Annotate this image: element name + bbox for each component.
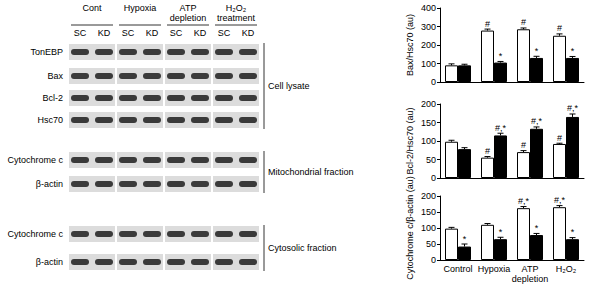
svg-text:#: # <box>485 146 490 156</box>
svg-text:KD: KD <box>98 28 111 38</box>
svg-text:*: * <box>571 227 575 237</box>
svg-text:50: 50 <box>426 155 436 165</box>
svg-text:0: 0 <box>431 255 436 265</box>
svg-text:Cell lysate: Cell lysate <box>268 81 310 91</box>
svg-text:#: # <box>485 19 490 29</box>
svg-text:Cytochrome c/β-actin (au): Cytochrome c/β-actin (au) <box>405 176 415 280</box>
svg-text:#: # <box>557 23 562 33</box>
svg-text:200: 200 <box>421 40 436 50</box>
svg-text:Control: Control <box>443 264 472 274</box>
svg-text:100: 100 <box>421 136 436 146</box>
svg-text:200: 200 <box>421 99 436 109</box>
svg-text:Hsc70: Hsc70 <box>37 115 63 125</box>
svg-text:TonEBP: TonEBP <box>30 47 63 57</box>
svg-text:SC: SC <box>170 28 183 38</box>
svg-text:Bcl-2/Hsc70 (au): Bcl-2/Hsc70 (au) <box>405 107 415 174</box>
svg-text:SC: SC <box>74 28 87 38</box>
svg-text:#: # <box>557 133 562 143</box>
svg-text:*: * <box>499 51 503 61</box>
svg-text:ATP: ATP <box>522 264 539 274</box>
svg-text:*: * <box>499 227 503 237</box>
svg-text:*: * <box>463 234 467 244</box>
svg-text:Mitochondrial fraction: Mitochondrial fraction <box>268 167 354 177</box>
svg-text:β-actin: β-actin <box>36 257 63 267</box>
svg-text:SC: SC <box>218 28 231 38</box>
svg-text:400: 400 <box>421 3 436 13</box>
svg-text:#: # <box>521 17 526 27</box>
svg-text:Hypoxia: Hypoxia <box>478 264 511 274</box>
svg-text:0: 0 <box>431 77 436 87</box>
svg-text:SC: SC <box>122 28 135 38</box>
svg-text:Cont: Cont <box>82 3 102 13</box>
svg-text:Hypoxia: Hypoxia <box>124 3 157 13</box>
svg-text:150: 150 <box>421 207 436 217</box>
svg-text:Cytosolic fraction: Cytosolic fraction <box>268 243 337 253</box>
svg-text:#,*: #,* <box>554 195 566 205</box>
svg-text:H₂O₂: H₂O₂ <box>556 264 577 274</box>
svg-text:Bcl-2: Bcl-2 <box>42 93 63 103</box>
svg-text:Bax: Bax <box>47 71 63 81</box>
svg-text:#,*: #,* <box>518 196 530 206</box>
svg-text:H₂O₂: H₂O₂ <box>226 3 247 13</box>
svg-text:100: 100 <box>421 59 436 69</box>
svg-text:#: # <box>521 140 526 150</box>
svg-text:KD: KD <box>194 28 207 38</box>
svg-text:Cytochrome c: Cytochrome c <box>7 229 63 239</box>
svg-text:#,*: #,* <box>495 123 507 133</box>
svg-text:50: 50 <box>426 239 436 249</box>
svg-text:KD: KD <box>242 28 255 38</box>
svg-text:#,*: #,* <box>567 103 579 113</box>
svg-text:Bax/Hsc70 (au): Bax/Hsc70 (au) <box>405 14 415 76</box>
svg-text:Cytochrome c: Cytochrome c <box>7 155 63 165</box>
svg-text:ATP: ATP <box>180 3 197 13</box>
svg-text:200: 200 <box>421 191 436 201</box>
svg-text:#,*: #,* <box>531 116 543 126</box>
svg-text:300: 300 <box>421 22 436 32</box>
svg-text:*: * <box>535 46 539 56</box>
svg-text:β-actin: β-actin <box>36 179 63 189</box>
svg-text:*: * <box>535 223 539 233</box>
svg-text:100: 100 <box>421 223 436 233</box>
svg-text:depletion: depletion <box>512 274 549 284</box>
svg-text:*: * <box>571 46 575 56</box>
svg-text:KD: KD <box>146 28 159 38</box>
svg-text:depletion: depletion <box>170 13 207 23</box>
svg-text:treatment: treatment <box>217 13 256 23</box>
svg-text:0: 0 <box>431 173 436 183</box>
svg-text:150: 150 <box>421 118 436 128</box>
